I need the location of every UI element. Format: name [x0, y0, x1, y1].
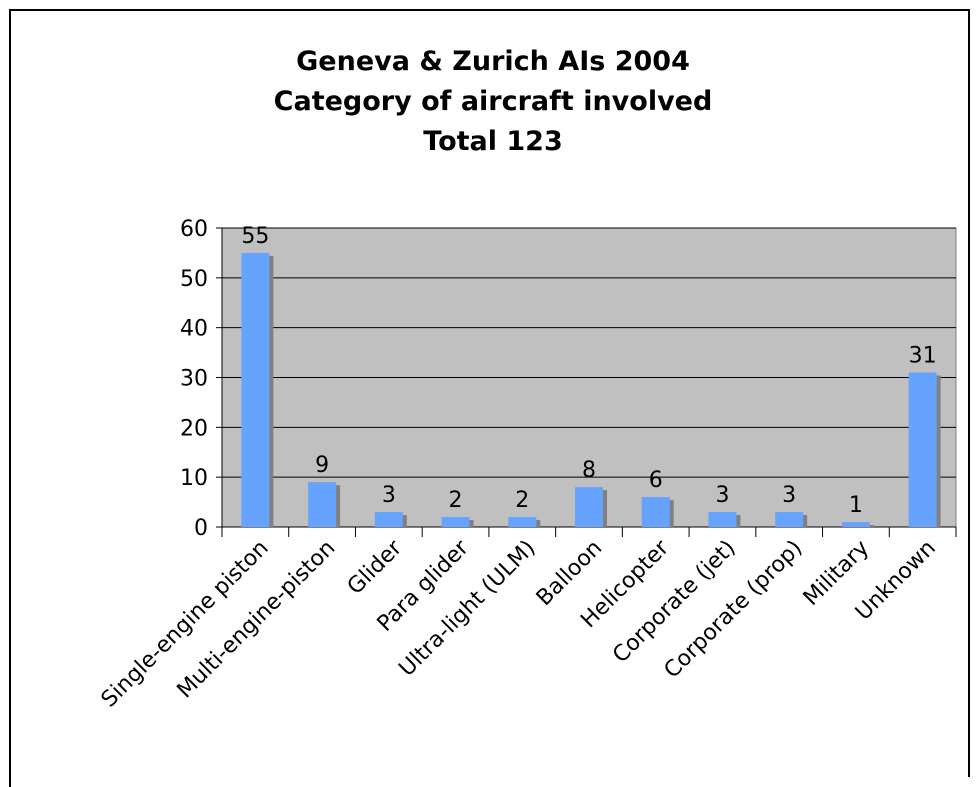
data-label: 2	[515, 488, 529, 513]
bar	[575, 487, 603, 527]
y-tick-label: 60	[180, 217, 208, 242]
bar	[908, 372, 937, 527]
chart-title: Category of aircraft involved	[274, 86, 713, 117]
y-tick-label: 30	[180, 367, 208, 392]
bar	[441, 517, 470, 527]
bar	[841, 522, 870, 527]
data-label: 3	[782, 483, 796, 508]
bar	[775, 512, 804, 527]
bar	[308, 482, 337, 527]
data-label: 3	[382, 483, 396, 508]
y-tick-label: 10	[180, 466, 208, 491]
bar	[708, 512, 737, 527]
y-tick-label: 0	[194, 516, 208, 541]
bar	[241, 252, 270, 527]
data-label: 2	[449, 488, 463, 513]
x-tick-label: Glider	[343, 535, 408, 600]
chart-title: Total 123	[423, 126, 563, 157]
y-tick-label: 40	[180, 317, 208, 342]
data-label: 9	[315, 453, 329, 478]
data-label: 8	[582, 458, 596, 483]
x-tick-label: Corporate (jet)	[608, 536, 741, 669]
data-label: 1	[849, 493, 863, 518]
data-label: 6	[649, 468, 663, 493]
data-label: 55	[241, 224, 269, 249]
bar	[374, 512, 403, 527]
bar	[641, 497, 670, 527]
data-label: 31	[909, 344, 937, 369]
data-label: 3	[715, 483, 729, 508]
chart-title: Geneva & Zurich AIs 2004	[296, 46, 690, 77]
chart-frame	[9, 9, 970, 787]
bar	[508, 517, 537, 527]
y-tick-label: 50	[180, 267, 208, 292]
y-tick-label: 20	[180, 416, 208, 441]
